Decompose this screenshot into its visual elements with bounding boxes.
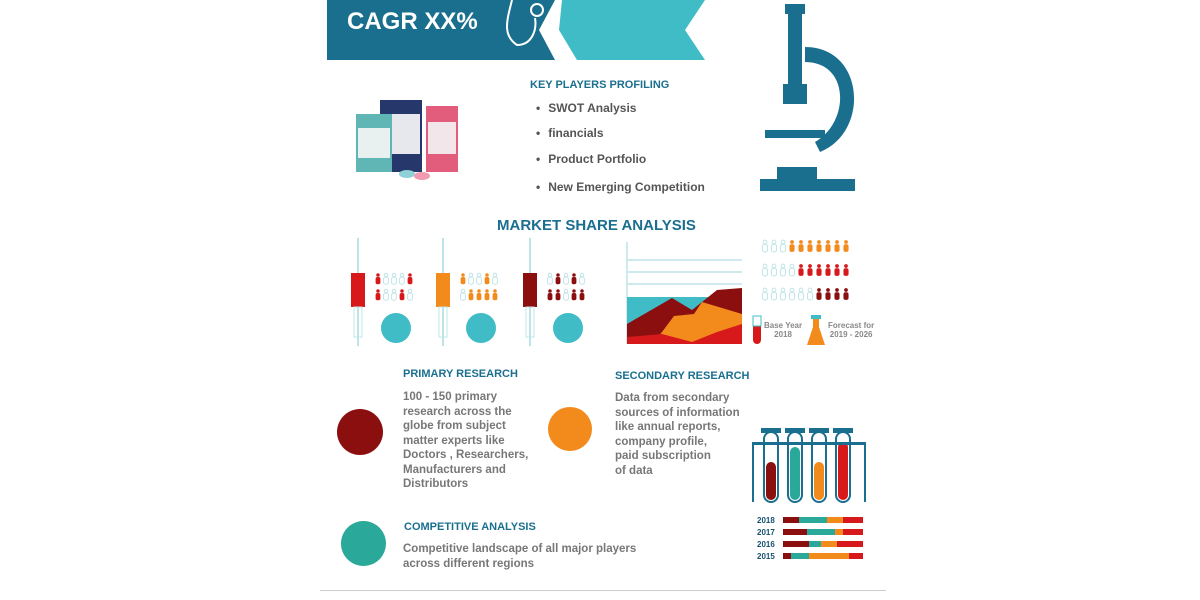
year-row: 2017: [757, 526, 863, 538]
bar-segment: [783, 541, 810, 547]
bar-segment: [809, 541, 822, 547]
microscope-icon: [760, 4, 855, 191]
syringe-icon: [436, 273, 450, 307]
bar-segment: [837, 541, 863, 547]
syringe-icon: [351, 273, 365, 307]
syringes-group: [351, 238, 585, 346]
bar-segment: [791, 553, 809, 559]
year-label: 2018: [757, 515, 775, 525]
teal-circle: [553, 313, 583, 343]
market-share-title: MARKET SHARE ANALYSIS: [497, 217, 696, 234]
forecast-label: Forecast for 2019 - 2026: [828, 321, 875, 339]
primary-research-text: 100 - 150 primary research across the gl…: [403, 391, 529, 490]
year-row: 2016: [757, 538, 863, 550]
year-label: 2016: [757, 539, 775, 549]
competitive-analysis-title: COMPETITIVE ANALYSIS: [404, 521, 536, 533]
year-bars: 2018 2017 2016 2015: [757, 514, 863, 562]
bar-segment: [783, 529, 807, 535]
medicine-bottles-icon: [356, 100, 458, 180]
cagr-banner: [327, 0, 705, 60]
cagr-title: CAGR XX%: [347, 8, 478, 35]
bar-segment: [821, 541, 838, 547]
bar-segment: [783, 553, 791, 559]
people-grid-icon: [761, 239, 849, 301]
competitive-analysis-text: Competitive landscape of all major playe…: [403, 543, 637, 570]
primary-research-title: PRIMARY RESEARCH: [403, 368, 518, 380]
bar-segment: [835, 529, 843, 535]
list-item: New Emerging Competition: [536, 180, 705, 194]
bar-segment: [843, 529, 863, 535]
year-row: 2015: [757, 550, 863, 562]
bar-segment: [827, 517, 843, 523]
bar-segment: [807, 529, 835, 535]
bar-segment: [843, 517, 863, 523]
list-item: Product Portfolio: [536, 152, 646, 166]
tablets-icon: [548, 407, 592, 451]
syringe-icon: [523, 273, 537, 307]
stethoscope-icon: [506, 0, 544, 47]
key-players-title: KEY PLAYERS PROFILING: [530, 79, 670, 91]
test-tube-icon: [752, 315, 762, 344]
capsules-icon: [341, 521, 386, 566]
base-year-label: Base Year 2018: [764, 321, 803, 339]
list-item: financials: [536, 126, 603, 140]
pills-icon: [337, 409, 383, 455]
bar-segment: [848, 553, 863, 559]
flask-icon: [807, 315, 825, 345]
area-chart-icon: [626, 242, 742, 344]
divider: [320, 590, 886, 591]
test-tubes-icon: [752, 428, 866, 503]
secondary-research-text: Data from secondary sources of informati…: [615, 392, 740, 477]
list-item: SWOT Analysis: [536, 101, 636, 115]
year-label: 2017: [757, 527, 775, 537]
bar-segment: [783, 517, 799, 523]
bar-segment: [808, 553, 849, 559]
teal-circle: [466, 313, 496, 343]
year-row: 2018: [757, 514, 863, 526]
bar-segment: [799, 517, 827, 523]
teal-circle: [381, 313, 411, 343]
year-label: 2015: [757, 551, 775, 561]
secondary-research-title: SECONDARY RESEARCH: [615, 370, 750, 382]
